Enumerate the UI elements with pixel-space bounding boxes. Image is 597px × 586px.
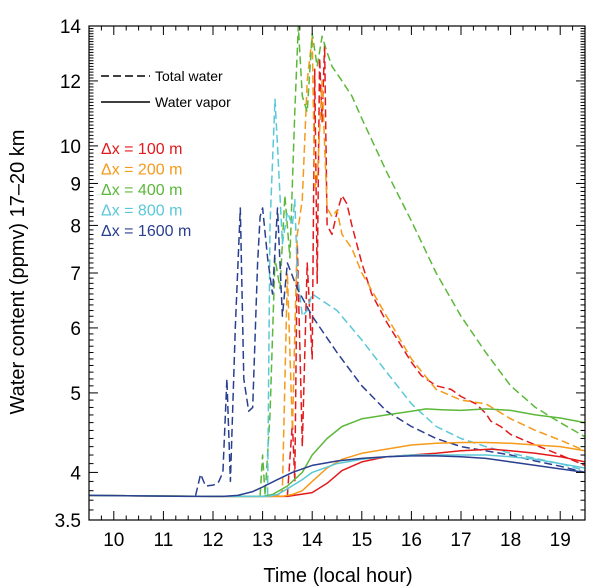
series-line-1: [286, 43, 585, 496]
legend: Total water Water vapor Δx = 100 m Δx = 200…: [101, 68, 231, 240]
y-tick-label: 9: [70, 174, 81, 195]
y-axis-ticks: 3.5 4 5 6 7 8 9 10 12 14: [55, 17, 585, 532]
series-line-2: [276, 35, 585, 496]
y-tick-label: 14: [60, 17, 82, 38]
x-tick-label: 13: [252, 530, 273, 551]
legend-resolution-5: Δx = 1600 m: [101, 223, 191, 240]
x-tick-label: 15: [351, 530, 372, 551]
y-tick-label: 12: [60, 72, 81, 93]
legend-label-solid: Water vapor: [155, 94, 231, 110]
y-tick-label: 6: [70, 319, 81, 340]
series-line-8: [89, 408, 585, 498]
x-tick-label: 17: [450, 530, 471, 551]
y-tick-label: 3.5: [55, 511, 81, 532]
series-line-3: [259, 26, 585, 497]
x-tick-label: 18: [500, 530, 521, 551]
x-tick-label: 12: [202, 530, 223, 551]
x-axis-title: Time (local hour): [263, 565, 412, 586]
y-tick-label: 10: [60, 137, 81, 158]
y-tick-label: 8: [70, 216, 81, 237]
legend-resolution-3: Δx = 400 m: [101, 182, 182, 199]
legend-resolution-2: Δx = 200 m: [101, 162, 182, 179]
x-tick-label: 14: [302, 530, 324, 551]
x-tick-label: 11: [154, 530, 174, 551]
y-tick-label: 4: [70, 463, 81, 484]
y-axis-title: Water content (ppmv) 17–20 km: [7, 130, 29, 415]
legend-resolution-4: Δx = 800 m: [101, 203, 182, 220]
x-tick-label: 10: [103, 530, 124, 551]
x-tick-label: 16: [401, 530, 422, 551]
x-tick-label: 19: [550, 530, 571, 551]
series-lines: [89, 26, 585, 498]
y-tick-label: 7: [70, 264, 81, 285]
y-tick-label: 5: [70, 384, 81, 405]
legend-resolution-1: Δx = 100 m: [101, 141, 182, 158]
series-line-10: [89, 455, 585, 498]
x-axis-ticks: 10 11 12 13 14 15 16 17 18 19: [88, 26, 586, 551]
legend-label-dashed: Total water: [155, 68, 223, 84]
series-line-7: [89, 441, 585, 498]
